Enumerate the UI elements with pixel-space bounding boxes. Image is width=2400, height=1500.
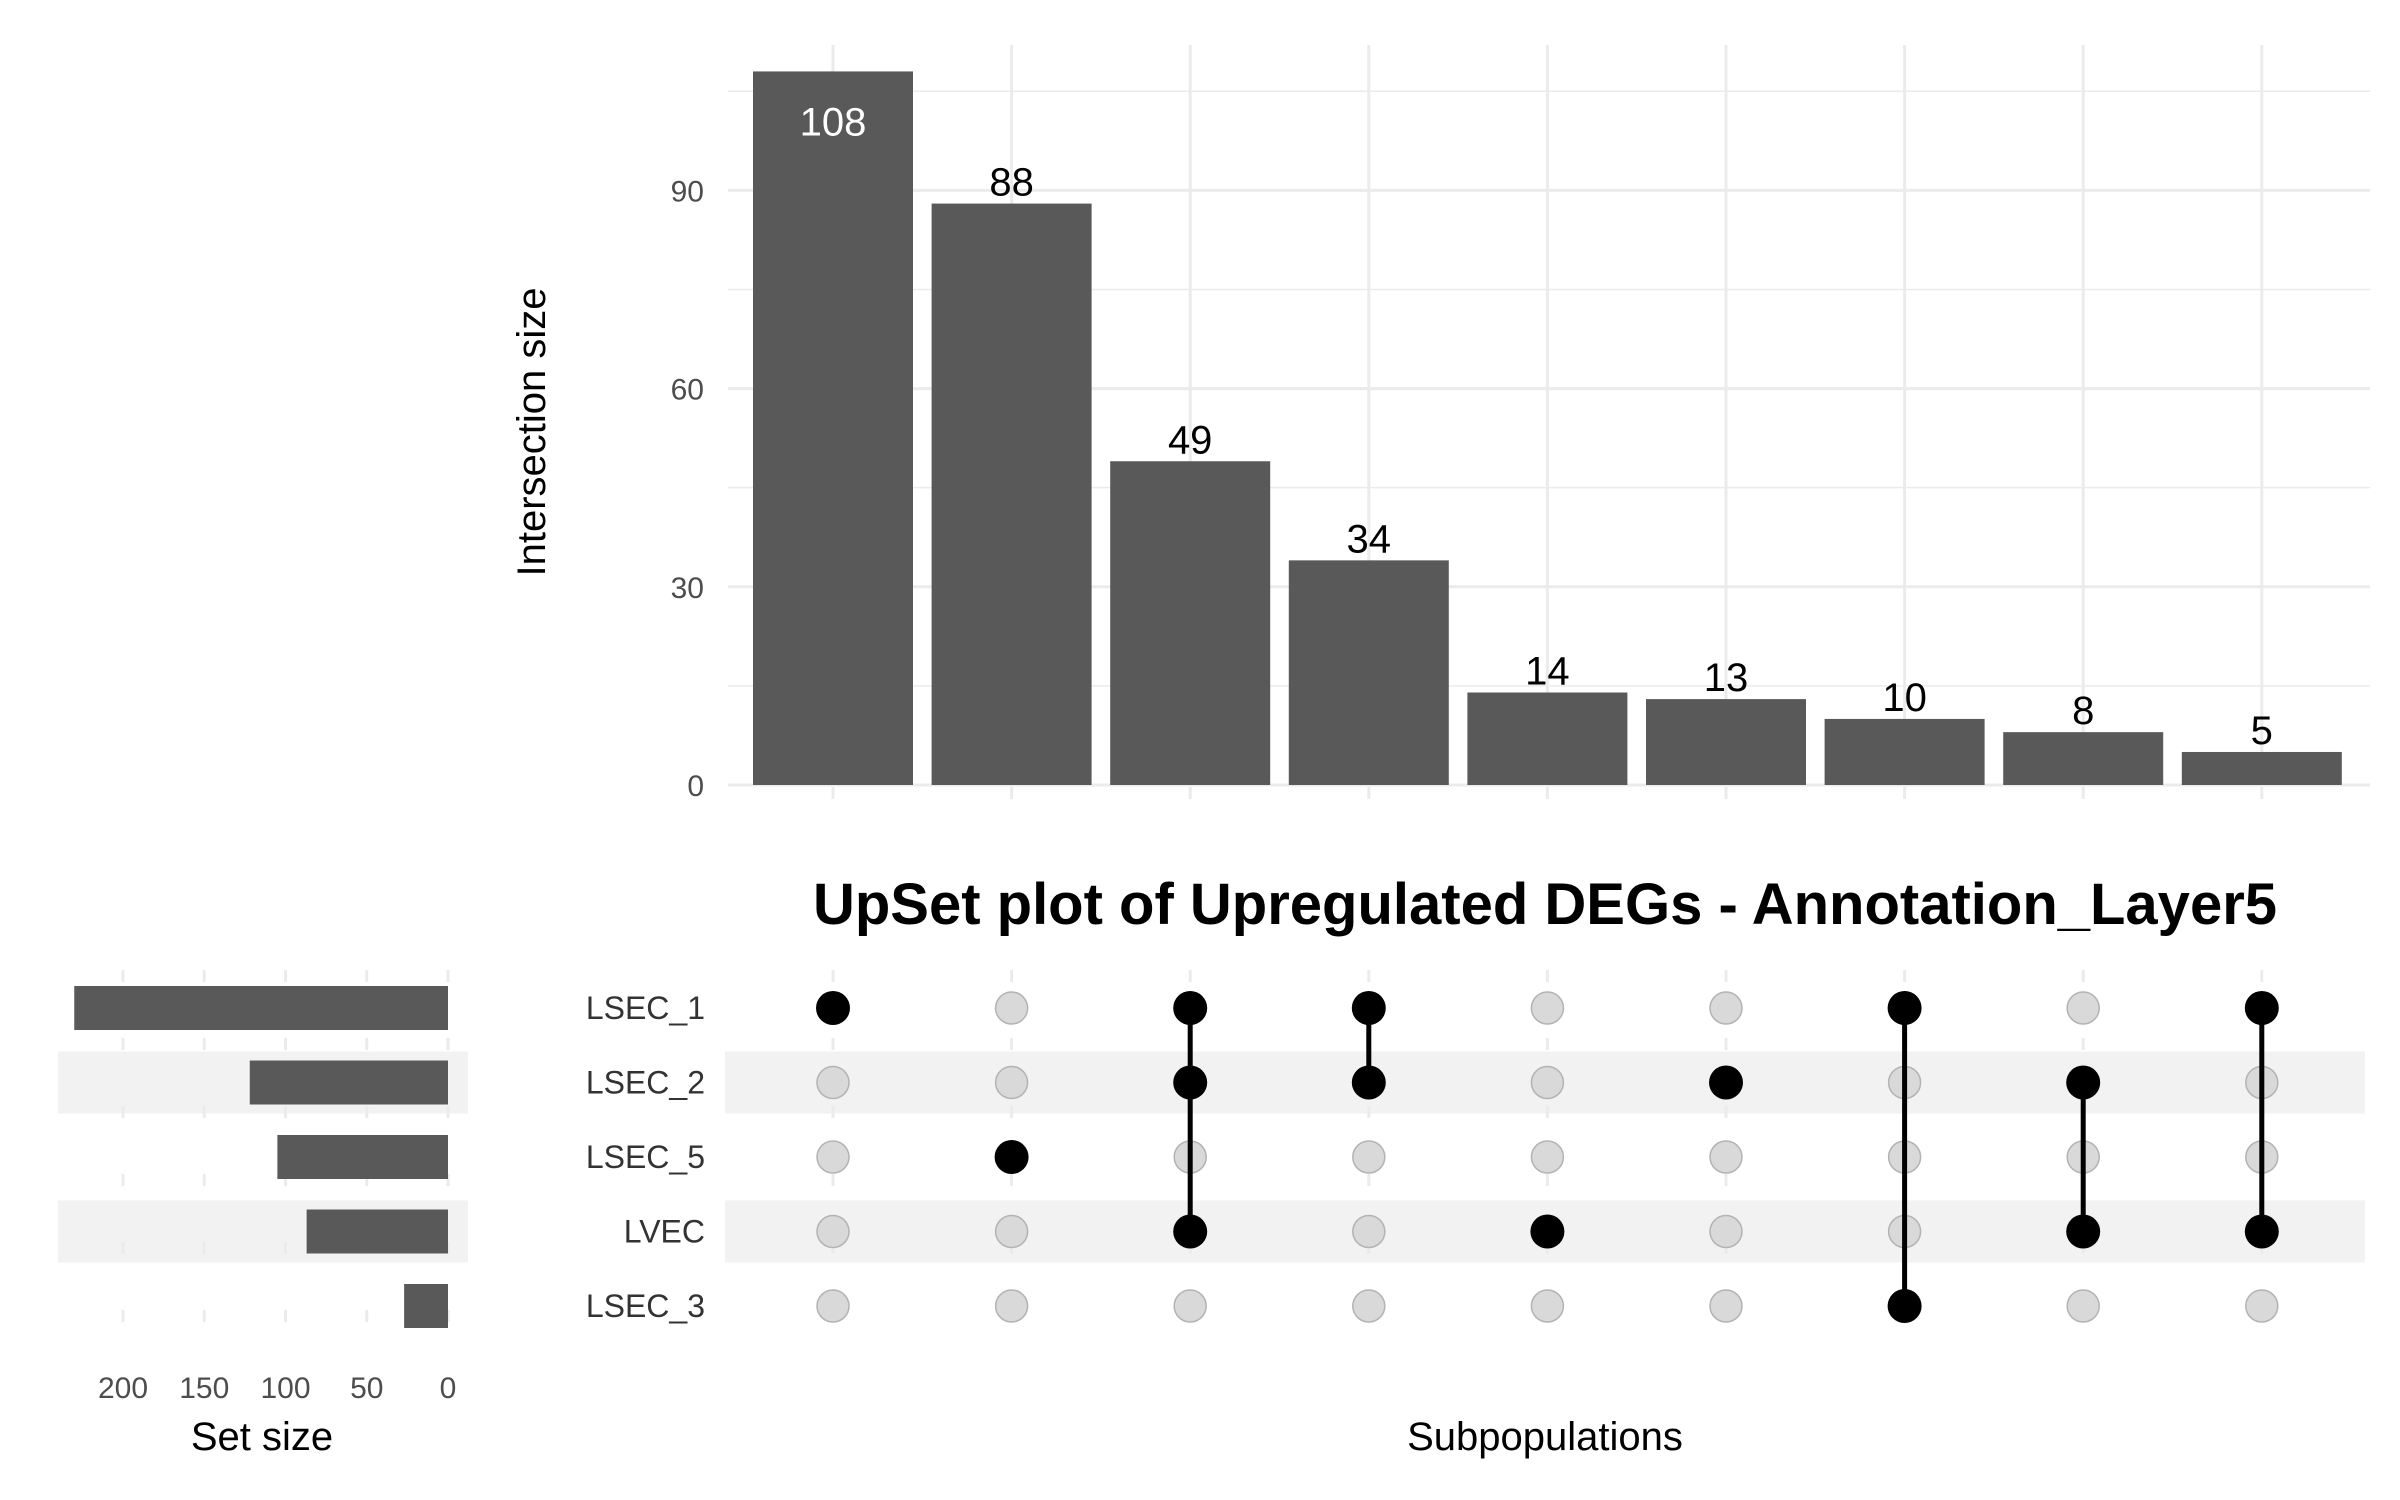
matrix-dot-inactive — [816, 1140, 850, 1174]
bar-value-label: 108 — [800, 100, 867, 144]
bar-value-label: 88 — [989, 161, 1034, 205]
set-size-bar — [306, 1209, 448, 1254]
matrix-dot-active — [1530, 1214, 1565, 1249]
matrix-dot-inactive — [994, 1289, 1029, 1323]
set-label: LSEC_2 — [586, 1065, 705, 1101]
matrix-dot-inactive — [1352, 1214, 1386, 1249]
intersection-bar — [2003, 732, 2164, 785]
matrix-dot-active — [2244, 1214, 2279, 1249]
matrix-dot-active — [1887, 991, 1922, 1025]
matrix-dot-inactive — [816, 1214, 850, 1249]
matrix-dot-active — [1709, 1065, 1743, 1100]
matrix-dot-active — [2066, 1214, 2101, 1249]
matrix-dot-inactive — [1530, 1289, 1565, 1323]
matrix-dot-active — [2066, 1065, 2101, 1100]
matrix-dot-inactive — [2245, 1289, 2279, 1323]
y-tick-label: 30 — [671, 572, 704, 605]
set-label: LSEC_5 — [586, 1139, 705, 1175]
matrix-dot-inactive — [816, 1065, 850, 1100]
intersection-bar — [1467, 692, 1628, 785]
set-size-tick-label: 200 — [98, 1372, 148, 1405]
matrix-dot-active — [1173, 1214, 1208, 1249]
intersection-bars — [753, 71, 2342, 786]
chart-title: UpSet plot of Upregulated DEGs - Annotat… — [813, 872, 2277, 937]
set-label: LSEC_3 — [586, 1288, 705, 1324]
y-tick-label: 90 — [671, 175, 704, 208]
set-label: LVEC — [624, 1214, 705, 1250]
matrix-dot-active — [994, 1140, 1029, 1174]
x-axis-label: Subpopulations — [1407, 1415, 1683, 1459]
set-size-tick-label: 150 — [179, 1372, 229, 1405]
set-size-tick-label: 50 — [350, 1372, 383, 1405]
intersection-bar — [2181, 751, 2342, 785]
bar-value-label: 13 — [1704, 656, 1749, 700]
bar-value-label: 34 — [1347, 517, 1392, 561]
intersection-bar — [1824, 718, 1985, 785]
matrix-dot-inactive — [1709, 991, 1743, 1025]
set-labels: LSEC_1 LSEC_2 LSEC_5 LVEC LSEC_3 — [586, 990, 705, 1324]
matrix-dot-inactive — [1173, 1289, 1207, 1323]
set-label: LSEC_1 — [586, 990, 705, 1026]
matrix-dot-active — [2244, 991, 2279, 1025]
bar-value-label: 10 — [1882, 676, 1927, 720]
matrix-dot-inactive — [1352, 1289, 1386, 1323]
matrix-dot-inactive — [2066, 1289, 2100, 1323]
intersection-y-ticks: 0 30 60 90 — [671, 175, 704, 803]
matrix-dot-inactive — [1709, 1140, 1743, 1174]
bar-value-label: 14 — [1525, 650, 1570, 694]
intersection-bar — [1110, 461, 1271, 785]
matrix-dot-active — [816, 991, 850, 1025]
intersection-bar — [1646, 699, 1806, 785]
matrix-dot-inactive — [2066, 991, 2100, 1025]
matrix-dot-inactive — [816, 1289, 850, 1323]
intersection-bar — [931, 203, 1092, 786]
bar-value-label: 49 — [1168, 418, 1213, 462]
set-size-bar — [404, 1284, 448, 1328]
matrix-dot-inactive — [994, 1214, 1029, 1249]
matrix-dot-active — [1173, 991, 1208, 1025]
bar-value-label: 5 — [2251, 709, 2273, 753]
y-tick-label: 60 — [671, 374, 704, 407]
matrix-dot-inactive — [1352, 1140, 1386, 1174]
matrix-dot-active — [1351, 991, 1386, 1025]
matrix-dot-inactive — [994, 991, 1029, 1025]
matrix-dot-active — [1173, 1065, 1208, 1100]
matrix-dot-active — [1887, 1289, 1922, 1323]
intersection-bar — [1288, 560, 1449, 785]
set-size-tick-label: 100 — [260, 1372, 310, 1405]
bar-value-label: 8 — [2072, 689, 2094, 733]
matrix-dot-active — [1351, 1065, 1386, 1100]
matrix-dot-inactive — [994, 1065, 1029, 1100]
matrix-dot-inactive — [1530, 991, 1565, 1025]
matrix-dot-inactive — [1530, 1140, 1565, 1174]
set-size-axis-label: Set size — [191, 1415, 333, 1459]
set-size-bar — [277, 1135, 448, 1179]
y-axis-label: Intersection size — [510, 287, 554, 576]
matrix-dot-inactive — [1709, 1214, 1743, 1249]
set-size-ticks: 200 150 100 50 0 — [98, 1372, 456, 1405]
matrix-dot-inactive — [1709, 1289, 1743, 1323]
y-tick-label: 0 — [687, 770, 704, 803]
intersection-matrix — [816, 991, 2279, 1323]
set-size-tick-label: 0 — [440, 1372, 457, 1405]
set-size-bar — [74, 986, 448, 1030]
set-size-bar — [249, 1060, 448, 1105]
matrix-dot-inactive — [1530, 1065, 1565, 1100]
intersection-bar — [753, 71, 913, 785]
set-size-bars — [74, 986, 448, 1328]
